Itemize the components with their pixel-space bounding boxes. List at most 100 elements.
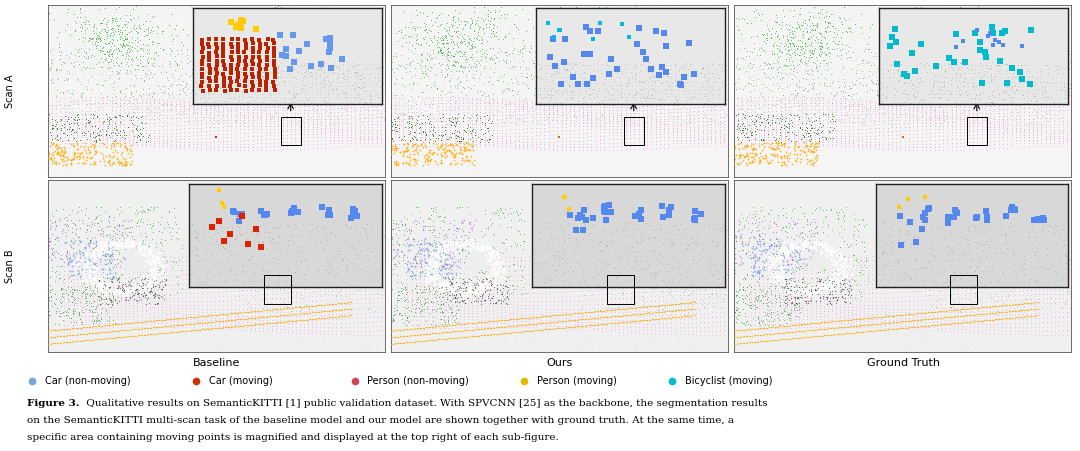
Point <box>686 312 703 319</box>
Point <box>288 28 306 36</box>
Point <box>527 114 544 121</box>
Point <box>832 129 849 137</box>
Point <box>86 336 104 343</box>
Point <box>822 258 839 265</box>
Point <box>321 102 338 110</box>
Point <box>443 308 460 316</box>
Point <box>909 130 927 137</box>
Point <box>816 255 834 262</box>
Point <box>465 243 483 250</box>
Point <box>755 100 772 107</box>
Point <box>146 253 163 260</box>
Point <box>97 294 114 301</box>
Point <box>970 329 987 336</box>
Point <box>214 269 231 276</box>
Point <box>498 101 515 108</box>
Point <box>464 147 482 154</box>
Point <box>772 275 789 282</box>
Point <box>189 326 206 333</box>
Point <box>243 321 260 328</box>
Point <box>458 279 475 286</box>
Point <box>985 300 1002 307</box>
Point <box>820 233 837 240</box>
Point <box>382 327 400 334</box>
Point <box>468 251 485 258</box>
Point <box>995 43 1012 50</box>
Point <box>70 233 87 240</box>
Point <box>746 105 764 112</box>
Point <box>271 283 288 290</box>
Point <box>428 316 445 323</box>
Point <box>1013 79 1030 87</box>
Point <box>243 31 260 38</box>
Point <box>393 339 410 346</box>
Point <box>145 271 162 278</box>
Point <box>436 82 454 89</box>
Point <box>92 70 109 77</box>
Point <box>540 110 557 118</box>
Point <box>774 322 792 330</box>
Point <box>186 295 203 302</box>
Point <box>909 110 927 117</box>
Point <box>990 302 1008 309</box>
Point <box>481 258 498 265</box>
Point <box>279 66 296 74</box>
Point <box>86 260 104 267</box>
Point <box>266 132 283 139</box>
Point <box>819 136 836 143</box>
Point <box>652 28 670 35</box>
Point <box>855 310 873 317</box>
Point <box>100 294 118 301</box>
Point <box>106 129 123 136</box>
Point <box>638 316 656 323</box>
Point <box>154 27 172 34</box>
Point <box>87 80 105 87</box>
Point <box>990 65 1008 73</box>
Point <box>725 144 742 152</box>
Point <box>597 307 615 314</box>
Point <box>391 121 408 129</box>
Point <box>321 103 338 110</box>
Point <box>485 254 502 261</box>
Point <box>177 75 194 82</box>
Point <box>391 62 408 69</box>
Point <box>123 238 140 245</box>
Point <box>377 117 394 124</box>
Point <box>913 114 930 121</box>
Point <box>823 282 840 290</box>
Point <box>896 9 914 17</box>
Point <box>644 58 661 65</box>
Point <box>120 253 137 261</box>
Point <box>91 78 108 85</box>
Point <box>127 97 145 104</box>
Point <box>973 15 990 22</box>
Point <box>501 118 518 125</box>
Point <box>691 317 708 324</box>
Point <box>44 74 62 81</box>
Point <box>408 331 426 338</box>
Point <box>67 249 84 256</box>
Point <box>1032 85 1050 92</box>
Point <box>124 242 141 249</box>
Point <box>793 97 810 104</box>
Point <box>170 304 187 312</box>
Point <box>743 61 760 68</box>
Point <box>143 80 160 87</box>
Point <box>808 286 825 293</box>
Point <box>688 325 705 332</box>
Point <box>921 116 939 124</box>
Point <box>804 118 821 125</box>
Point <box>50 100 67 107</box>
Point <box>113 222 131 229</box>
Point <box>483 55 500 62</box>
Point <box>860 265 877 272</box>
Point <box>316 101 334 109</box>
Point <box>598 104 616 111</box>
Point <box>523 116 540 124</box>
Point <box>819 308 836 315</box>
Point <box>218 305 235 313</box>
Point <box>195 98 213 106</box>
Point <box>93 83 110 91</box>
Point <box>1022 320 1039 327</box>
Point <box>632 345 649 352</box>
